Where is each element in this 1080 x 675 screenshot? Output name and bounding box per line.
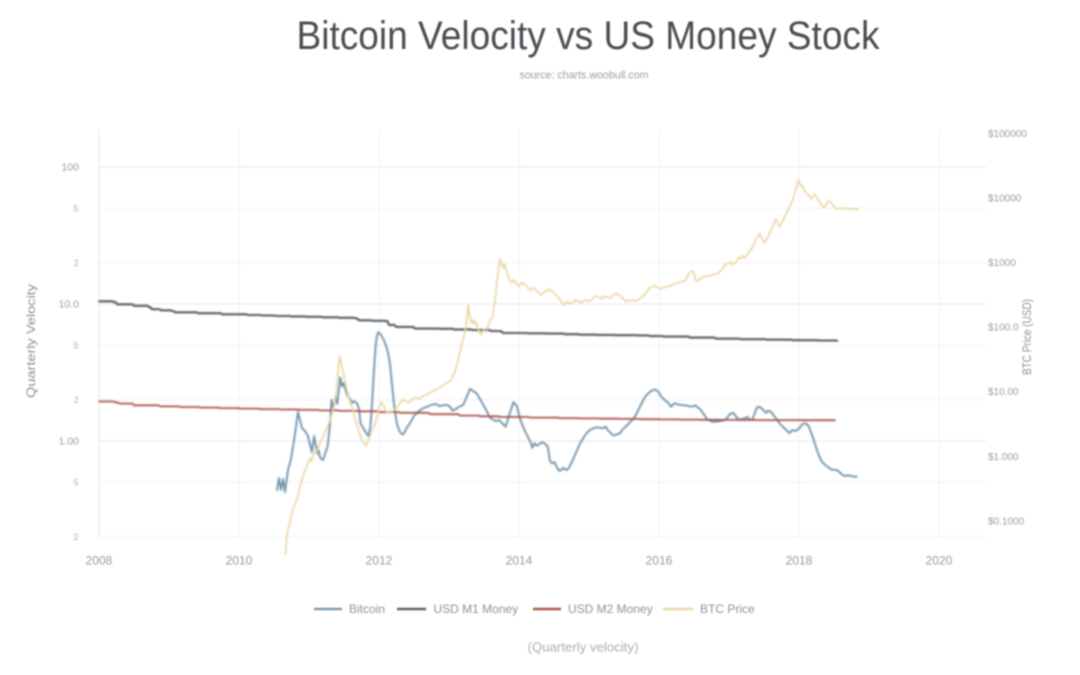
- svg-text:2: 2: [73, 532, 78, 542]
- svg-text:$10.00: $10.00: [988, 387, 1019, 398]
- svg-text:2008: 2008: [86, 554, 113, 568]
- svg-text:2020: 2020: [926, 554, 953, 568]
- svg-text:5: 5: [73, 340, 78, 350]
- svg-text:2012: 2012: [366, 554, 393, 568]
- svg-text:$1000: $1000: [988, 258, 1016, 269]
- svg-text:BTC Price: BTC Price: [700, 602, 755, 616]
- svg-text:Quarterly Velocity: Quarterly Velocity: [24, 284, 38, 398]
- svg-text:$0.1000: $0.1000: [988, 516, 1025, 527]
- svg-text:$100000: $100000: [988, 129, 1027, 140]
- svg-text:10.0: 10.0: [59, 299, 80, 311]
- svg-text:5: 5: [73, 477, 78, 487]
- svg-text:2014: 2014: [506, 554, 533, 568]
- svg-text:2: 2: [73, 258, 78, 268]
- svg-text:5: 5: [73, 203, 78, 213]
- svg-text:100: 100: [61, 162, 79, 174]
- svg-text:2010: 2010: [226, 554, 253, 568]
- svg-text:2016: 2016: [646, 554, 673, 568]
- svg-text:Bitcoin Velocity vs US Money S: Bitcoin Velocity vs US Money Stock: [297, 14, 881, 58]
- svg-text:USD M2 Money: USD M2 Money: [568, 602, 653, 616]
- svg-text:Bitcoin: Bitcoin: [349, 602, 385, 616]
- svg-text:USD M1 Money: USD M1 Money: [434, 602, 519, 616]
- svg-text:1.00: 1.00: [59, 436, 80, 448]
- svg-text:(Quarterly velocity): (Quarterly velocity): [528, 640, 639, 655]
- svg-text:2018: 2018: [786, 554, 813, 568]
- svg-text:$10000: $10000: [988, 194, 1022, 205]
- svg-text:source: charts.woobull.com: source: charts.woobull.com: [520, 70, 649, 82]
- svg-text:BTC Price (USD): BTC Price (USD): [1022, 299, 1034, 375]
- svg-text:$100.0: $100.0: [988, 323, 1019, 334]
- svg-text:$1.000: $1.000: [988, 452, 1019, 463]
- svg-text:2: 2: [73, 395, 78, 405]
